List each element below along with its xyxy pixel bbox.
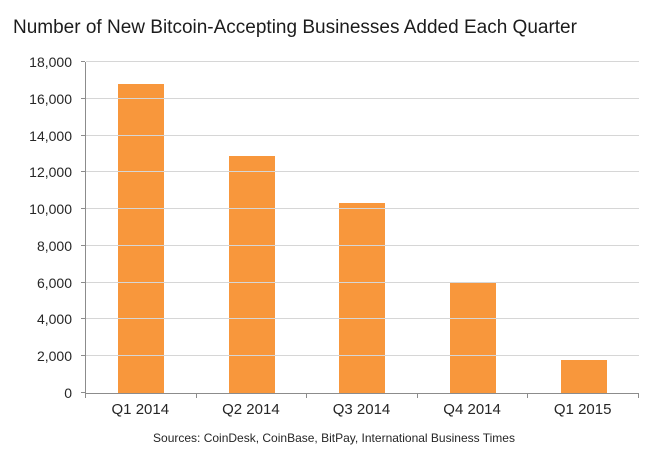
y-axis-tick-label: 10,000 (29, 201, 72, 218)
bar-q3-2014 (339, 202, 386, 393)
x-axis-category-label: Q3 2014 (332, 401, 391, 418)
x-axis: Q1 2014 Q2 2014 Q3 2014 Q4 2014 Q1 2015 (85, 401, 638, 418)
y-axis-tick-label: 6,000 (36, 274, 72, 291)
x-axis-tick-mark (195, 394, 197, 398)
bar-q2-2014 (228, 155, 275, 393)
y-axis-tick-mark (81, 171, 85, 173)
gridline (86, 97, 639, 99)
gridline (86, 355, 639, 357)
gridline (86, 208, 639, 210)
y-axis-tick-mark (81, 61, 85, 62)
source-caption: Sources: CoinDesk, CoinBase, BitPay, Int… (153, 431, 515, 445)
y-axis-tick-mark (81, 244, 85, 246)
bar-slot-q2-2014 (197, 62, 308, 393)
gridline (86, 281, 639, 283)
y-axis: 0 2,000 4,000 6,000 8,000 10,000 12,000 14,000 1… (0, 54, 72, 401)
y-axis-tick-mark (81, 208, 85, 210)
y-axis-tick-label: 4,000 (36, 311, 72, 328)
y-axis-tick-mark (81, 134, 85, 136)
y-axis-tick-label: 0 (64, 385, 72, 401)
y-axis-tick-label: 14,000 (29, 127, 72, 144)
bar-slot-q1-2015 (528, 62, 639, 393)
x-axis-category-label: Q1 2014 (111, 401, 170, 418)
y-axis-tick-label: 18,000 (29, 54, 72, 70)
x-axis-tick-mark (416, 394, 418, 398)
x-axis-tick-mark (306, 394, 308, 398)
gridline (86, 61, 639, 62)
y-axis-tick-mark (81, 392, 85, 393)
y-axis-tick-mark (81, 281, 85, 283)
x-axis-tick-mark (85, 394, 86, 398)
bar-q4-2014 (450, 282, 497, 393)
x-axis-category-label: Q1 2015 (553, 401, 612, 418)
bar-slot-q4-2014 (418, 62, 529, 393)
y-axis-tick-mark (81, 318, 85, 320)
bar-q1-2014 (118, 84, 165, 393)
bar-series (86, 62, 639, 393)
plot-area (81, 61, 639, 398)
y-axis-tick-label: 12,000 (29, 164, 72, 181)
x-axis-category-label: Q4 2014 (443, 401, 501, 418)
gridline (86, 318, 639, 320)
x-axis-tick-mark (527, 394, 529, 398)
y-axis-tick-label: 8,000 (36, 237, 72, 254)
chart-title: Number of New Bitcoin-Accepting Business… (13, 17, 577, 38)
gridline (86, 244, 639, 246)
y-axis-tick-label: 2,000 (36, 348, 72, 365)
gridline (86, 171, 639, 173)
y-axis-tick-mark (81, 355, 85, 357)
bar-slot-q3-2014 (307, 62, 418, 393)
y-axis-tick-mark (81, 97, 85, 99)
x-axis-tick-mark (638, 394, 639, 398)
y-axis-tick-label: 16,000 (29, 90, 72, 107)
x-axis-category-label: Q2 2014 (222, 401, 280, 418)
bar-slot-q1-2014 (86, 62, 197, 393)
bar-q1-2015 (560, 359, 607, 393)
gridline (86, 134, 639, 136)
